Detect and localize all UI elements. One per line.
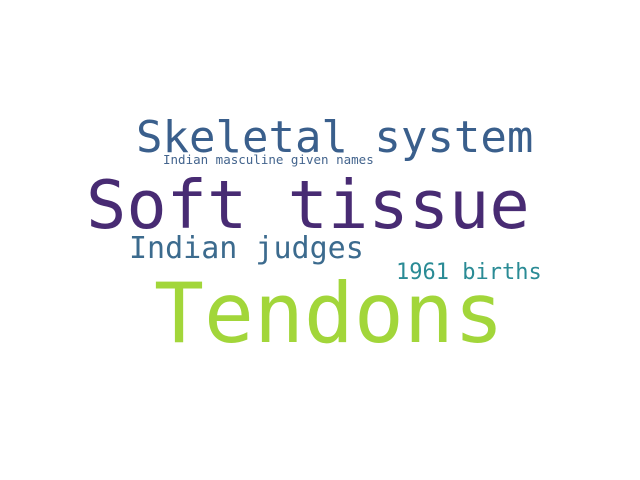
word-indian-judges: Indian judges <box>129 231 364 266</box>
word-indian-masculine-given-names: Indian masculine given names <box>163 152 374 167</box>
word-tendons: Tendons <box>154 265 504 362</box>
word-skeletal-system: Skeletal system <box>136 112 534 163</box>
word-soft-tissue: Soft tissue <box>86 166 530 244</box>
word-1961-births: 1961 births <box>396 260 542 285</box>
